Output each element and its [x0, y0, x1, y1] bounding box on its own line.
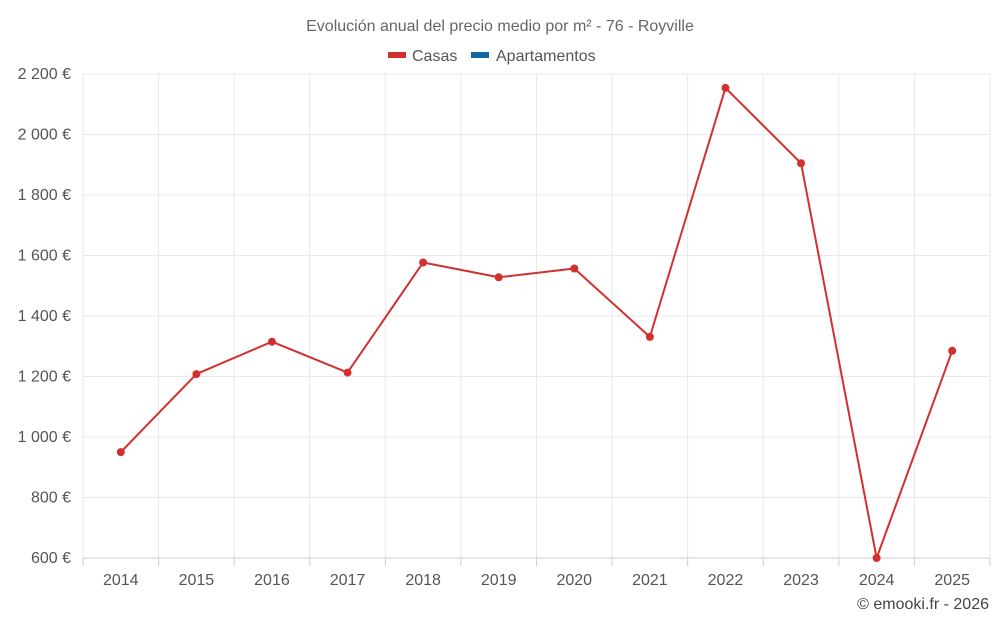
- x-tick-label: 2014: [103, 572, 139, 589]
- y-tick-label: 1 800 €: [18, 187, 71, 204]
- legend-label-apartamentos[interactable]: Apartamentos: [496, 48, 596, 65]
- data-point[interactable]: [948, 346, 957, 355]
- x-tick-label: 2024: [859, 572, 895, 589]
- series-line-casas: [120, 86, 954, 559]
- x-tick-label: 2023: [783, 572, 819, 589]
- data-point[interactable]: [797, 159, 806, 168]
- x-tick-label: 2019: [481, 572, 517, 589]
- y-axis-labels: 600 € 800 € 1 000 € 1 200 € 1 400 € 1 600 € 1 …: [18, 66, 71, 567]
- series-casas: [116, 83, 957, 562]
- legend-label-casas[interactable]: Casas: [412, 48, 457, 65]
- x-axis-labels: 2014 2015 2016 2017 2018 2019 2020 2021 2022 2023…: [103, 572, 970, 589]
- data-point[interactable]: [570, 264, 579, 273]
- credit-text: © emooki.fr - 2026: [857, 596, 989, 613]
- data-point[interactable]: [419, 258, 428, 267]
- y-tick-label: 1 200 €: [18, 369, 71, 386]
- data-point[interactable]: [192, 370, 201, 379]
- y-tick-label: 2 000 €: [18, 127, 71, 144]
- chart-title: Evolución anual del precio medio por m² …: [306, 18, 694, 35]
- y-tick-label: 800 €: [31, 490, 71, 507]
- data-point[interactable]: [721, 83, 730, 92]
- data-point[interactable]: [116, 448, 125, 457]
- legend-swatch-apartamentos: [471, 52, 489, 58]
- x-tick-label: 2018: [405, 572, 441, 589]
- y-tick-label: 2 200 €: [18, 66, 71, 83]
- x-tick-label: 2017: [330, 572, 366, 589]
- x-tick-label: 2022: [708, 572, 744, 589]
- data-point[interactable]: [267, 337, 276, 346]
- x-tick-label: 2021: [632, 572, 668, 589]
- x-tick-label: 2015: [179, 572, 215, 589]
- y-tick-label: 1 400 €: [18, 308, 71, 325]
- data-point[interactable]: [645, 332, 654, 341]
- x-tick-label: 2016: [254, 572, 290, 589]
- data-point[interactable]: [872, 554, 881, 562]
- data-point[interactable]: [494, 273, 503, 282]
- y-tick-label: 1 000 €: [18, 429, 71, 446]
- y-tick-label: 1 600 €: [18, 248, 71, 265]
- legend: Casas Apartamentos: [388, 48, 596, 65]
- x-tick-label: 2020: [556, 572, 592, 589]
- data-point[interactable]: [343, 368, 352, 377]
- legend-swatch-casas: [388, 52, 406, 58]
- x-tick-label: 2025: [934, 572, 970, 589]
- y-tick-label: 600 €: [31, 550, 71, 567]
- x-tick-marks: [82, 558, 991, 566]
